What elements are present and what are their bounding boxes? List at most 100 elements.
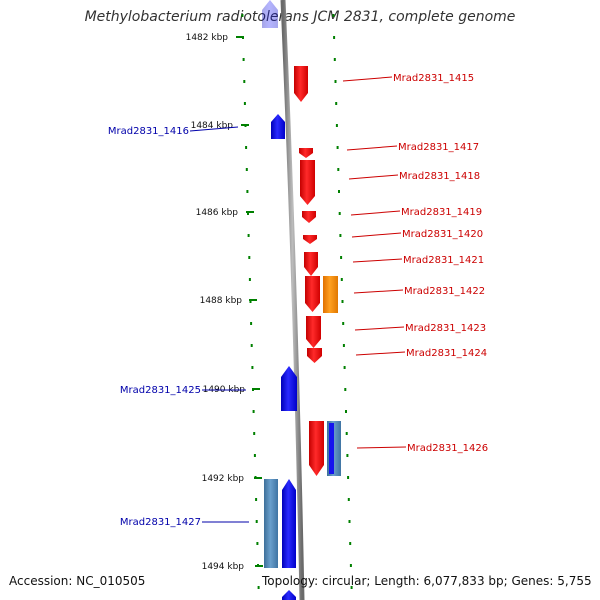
gene-label-reverse: Mrad2831_1427 [120,517,201,528]
gene-label-forward: Mrad2831_1418 [399,171,480,182]
gene-arrow-reverse [282,590,296,600]
track-dot [335,102,338,105]
track-dot [333,58,336,61]
track-dot [340,278,343,281]
gene-arrow-forward [307,348,322,363]
track-dot [241,14,244,17]
track-dot [246,190,249,193]
track-dot [345,410,347,413]
track-dot [349,542,352,545]
track-dot [257,586,260,589]
gene-label-forward: Mrad2831_1420 [402,229,483,240]
track-dot [347,498,350,501]
track-dot [334,80,337,83]
track-dot [256,542,259,545]
track-dot [346,454,349,457]
track-dot [349,564,352,567]
gene-arrow-forward [305,276,320,312]
scale-tick-label: 1494 kbp [202,562,245,572]
scale-tick-label: 1492 kbp [202,474,245,484]
track-dot [348,520,351,523]
leader-line [346,145,398,151]
gene-arrow-reverse [271,114,285,139]
track-dot [342,344,345,347]
left-dotted-track [241,14,260,589]
track-dot [335,124,338,127]
track-dot [245,146,248,149]
track-dot [242,58,245,61]
scale-tick-label: 1482 kbp [186,33,229,43]
track-dot [243,102,246,105]
track-dot [338,212,341,215]
track-dot [336,146,339,149]
track-dot [337,168,340,171]
accession-text: Accession: NC_010505 [9,574,146,588]
scale-tick-label: 1486 kbp [196,208,239,218]
gene-label-reverse: Mrad2831_1425 [120,385,201,396]
gene-label-reverse: Mrad2831_1416 [108,126,189,137]
gene-label-forward: Mrad2831_1421 [403,255,484,266]
track-dot [255,498,258,501]
label-leaders [189,76,407,523]
track-dot [333,36,336,39]
reverse-strand-genes [262,0,297,600]
gene-arrow-reverse [281,366,297,411]
gene-arrow-forward [304,252,318,276]
track-dot [253,432,256,435]
track-dot [253,454,256,457]
leader-line [342,76,393,82]
gene-arrow-reverse [262,0,278,28]
topology-text: Topology: circular; Length: 6,077,833 bp… [262,574,592,588]
track-dot [248,278,251,281]
map-title: Methylobacterium radiotolerans JCM 2831,… [84,9,516,25]
leader-line [354,326,405,331]
gene-arrow-reverse [282,479,296,568]
track-dot [340,256,343,259]
leader-line [348,174,399,180]
track-dot [251,366,254,369]
gene-label-forward: Mrad2831_1424 [406,348,487,359]
gene-arrow-forward [306,316,321,348]
scale-tick-label: 1484 kbp [191,121,234,131]
track-dot [249,300,252,303]
gene-label-forward: Mrad2831_1417 [398,142,479,153]
track-dot [347,476,350,479]
leader-line [352,258,403,263]
gene-arrow-forward [300,160,315,205]
track-dot [247,212,249,215]
genome-backbone [280,0,305,600]
track-dot [252,410,255,413]
track-dot [339,234,342,237]
track-dot [250,322,253,325]
gene-arrow-forward [302,211,316,223]
gene-box-blue-inner [329,423,334,474]
track-dot [344,388,347,391]
track-dot [343,366,346,369]
track-dot [350,586,353,589]
gene-label-forward: Mrad2831_1426 [407,443,488,454]
gene-arrow-forward [303,235,317,244]
gene-labels: Mrad2831_1416 Mrad2831_1425 Mrad2831_142… [108,73,488,528]
gene-label-forward: Mrad2831_1422 [404,286,485,297]
leader-line [356,446,407,449]
leader-line [353,289,404,294]
gene-label-forward: Mrad2831_1419 [401,207,482,218]
gene-arrow-forward [294,66,308,102]
track-dot [245,168,248,171]
gene-box-steel [264,479,278,568]
scale-tick-label: 1488 kbp [200,296,243,306]
gene-box-orange [323,276,338,313]
track-dot [248,256,251,259]
gene-label-forward: Mrad2831_1423 [405,323,486,334]
forward-strand-genes [294,66,341,476]
gene-arrow-forward [299,148,313,158]
track-dot [341,300,344,303]
leader-line [351,232,402,238]
track-dot [250,344,253,347]
track-dot [247,234,250,237]
track-dot [243,80,246,83]
leader-line [189,126,239,132]
gene-arrow-forward [309,421,324,476]
